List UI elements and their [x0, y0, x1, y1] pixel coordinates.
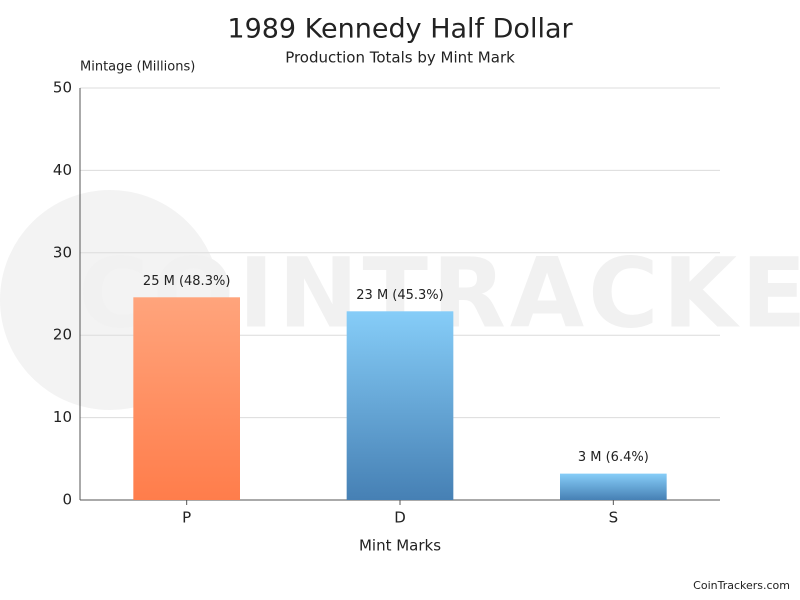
x-tick-label: D: [394, 509, 406, 527]
y-tick-label: 40: [53, 161, 72, 179]
x-axis-label: Mint Marks: [359, 537, 441, 555]
y-tick-label: 50: [53, 79, 72, 97]
bar: [133, 297, 240, 500]
chart-title: 1989 Kennedy Half Dollar: [227, 14, 573, 45]
data-label: 3 M (6.4%): [578, 450, 649, 465]
x-tick-label: P: [182, 509, 191, 527]
y-tick-label: 10: [53, 408, 72, 426]
y-tick-label: 20: [53, 326, 72, 344]
data-label: 23 M (45.3%): [356, 288, 443, 303]
bar: [346, 311, 454, 500]
bar: [560, 473, 667, 500]
chart-subtitle: Production Totals by Mint Mark: [285, 49, 515, 67]
x-tick-label: S: [609, 509, 619, 527]
y-tick-label: 0: [62, 491, 72, 509]
footer: CoinTrackers.com: [693, 579, 790, 592]
y-tick-label: 30: [53, 243, 72, 261]
data-label: 25 M (48.3%): [143, 274, 230, 289]
y-axis-label: Mintage (Millions): [80, 60, 195, 75]
